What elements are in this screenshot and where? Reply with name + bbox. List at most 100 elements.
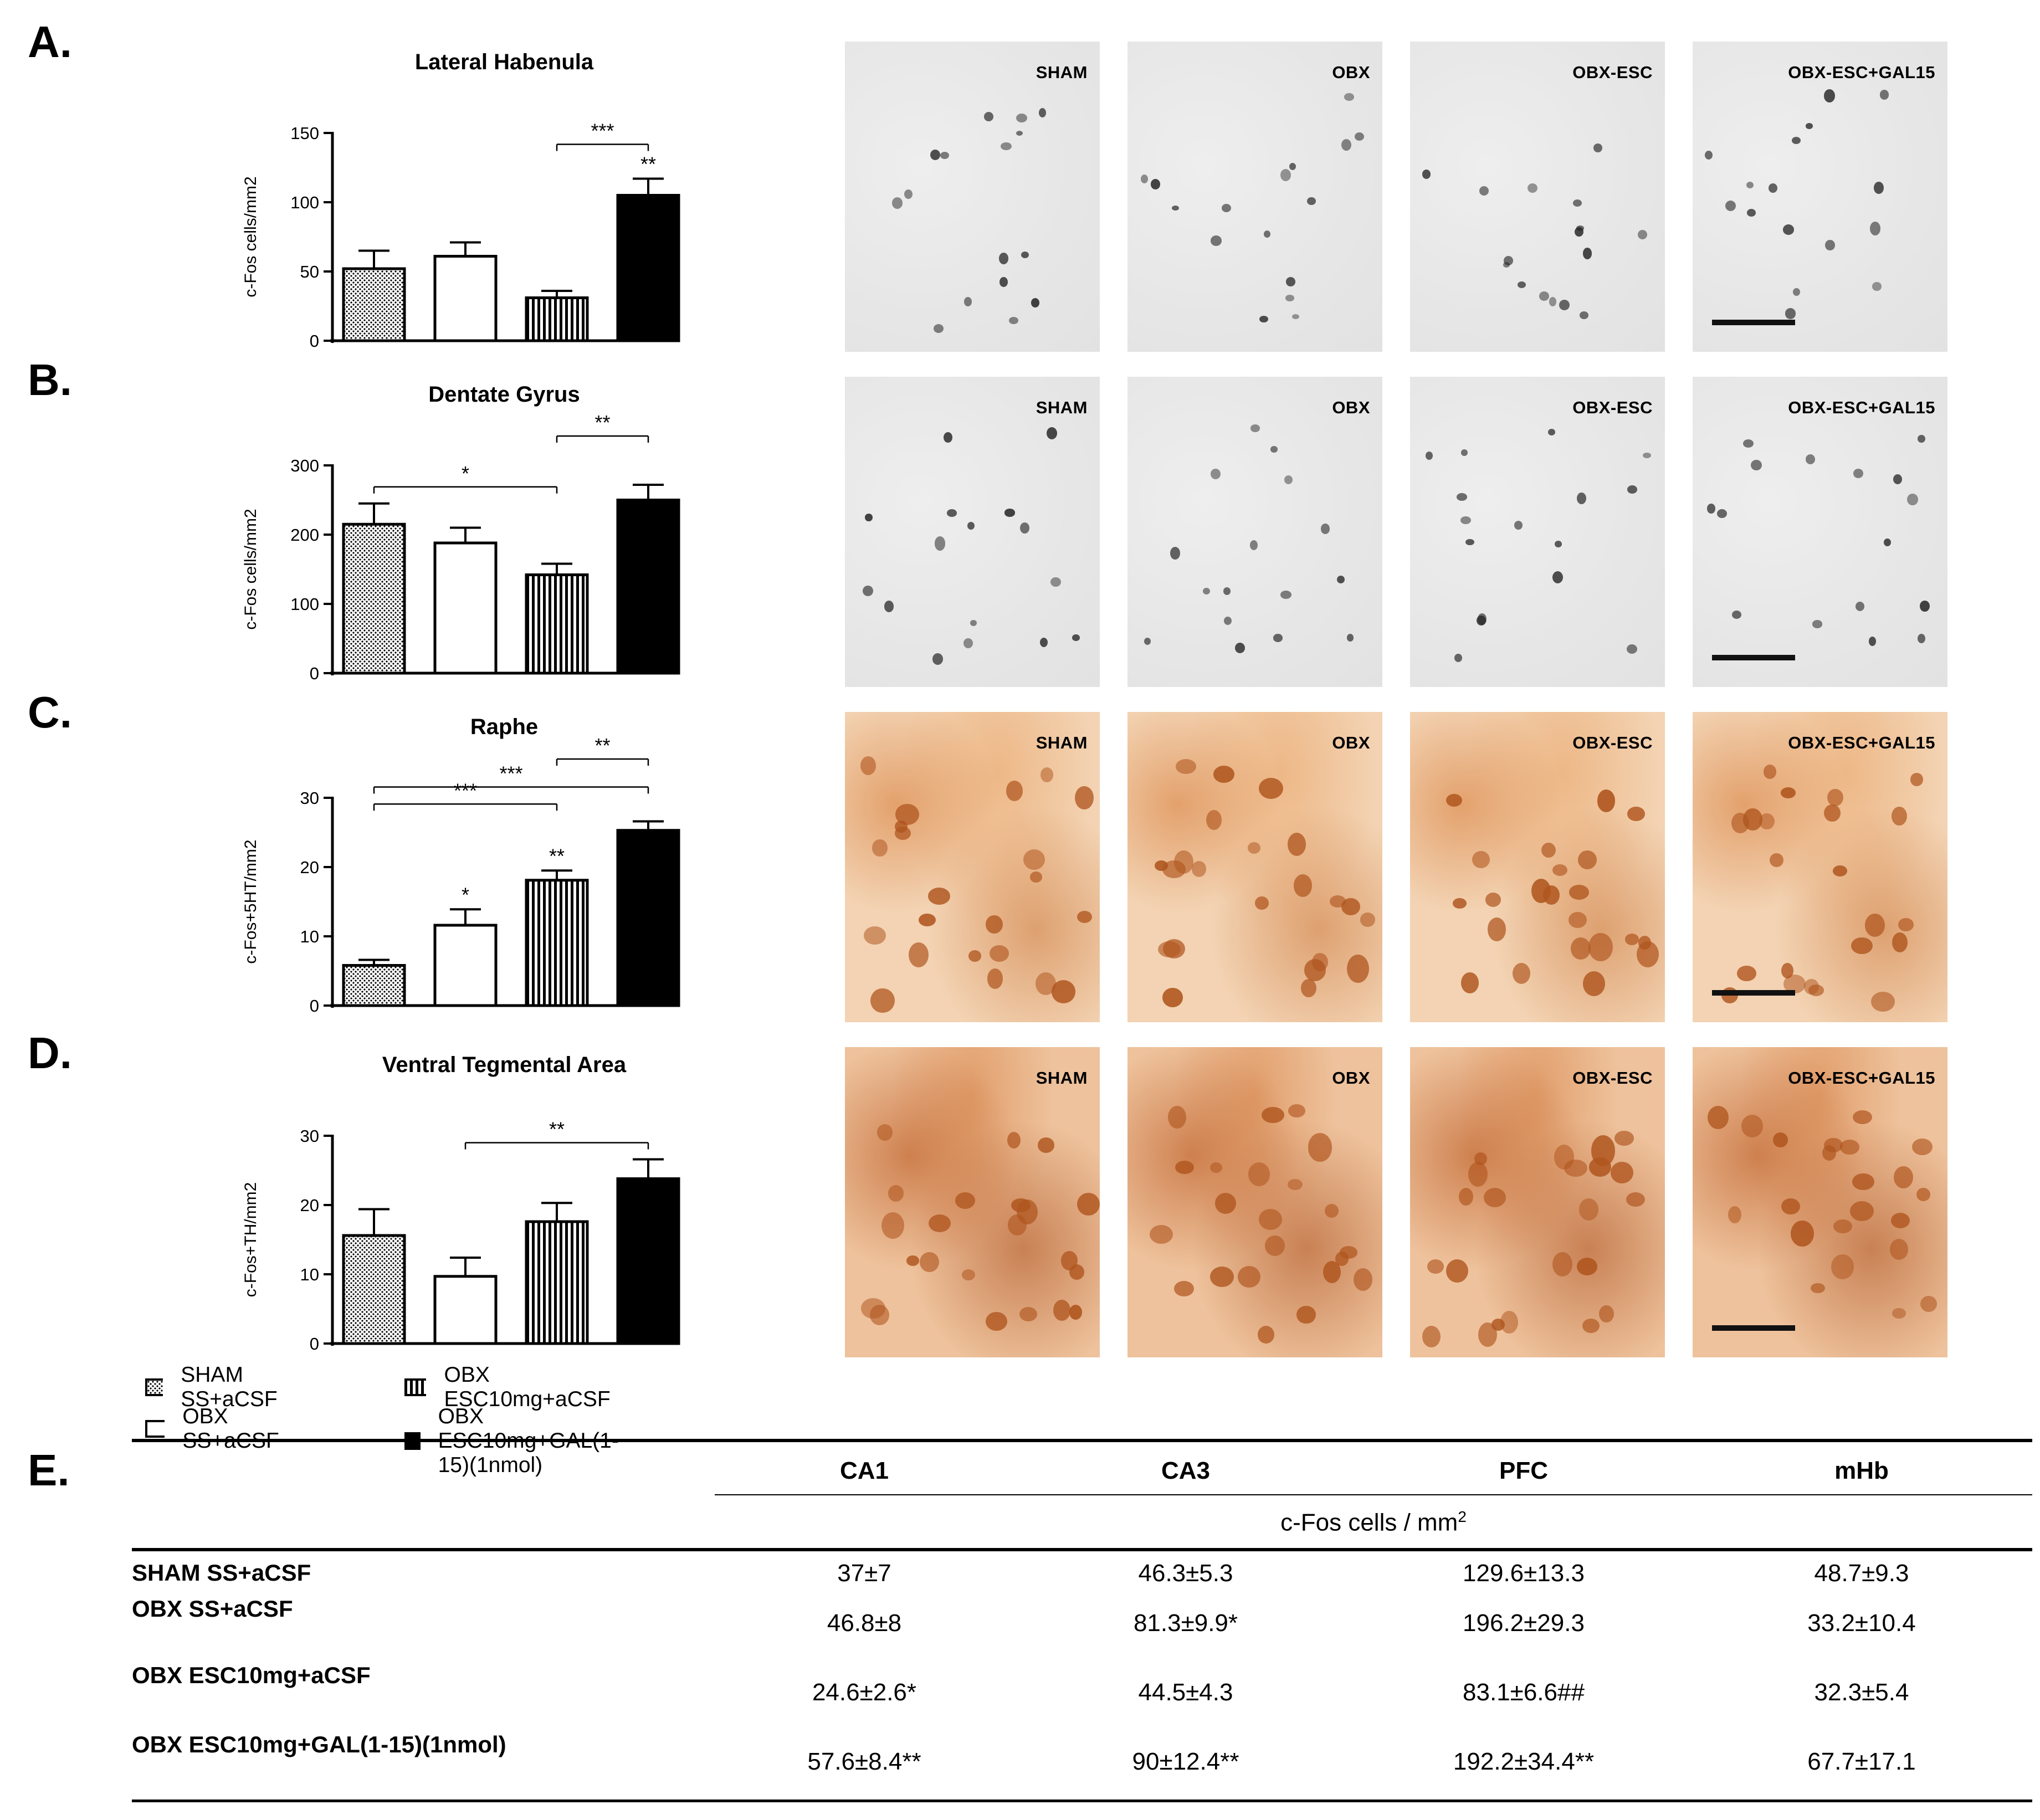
stained-cell (904, 189, 913, 199)
stained-cell (1038, 108, 1046, 118)
stained-cell (930, 149, 940, 160)
stained-cell (1273, 634, 1283, 642)
y-tick-label: 0 (310, 1334, 319, 1354)
stained-cell (1578, 1198, 1599, 1221)
stained-cell (1575, 227, 1583, 237)
stained-cell (1825, 240, 1835, 250)
bracket-label: ** (549, 1118, 565, 1141)
stained-cell (1528, 183, 1538, 193)
stained-cell (1770, 853, 1784, 868)
stained-cell (1869, 636, 1877, 646)
bar (616, 499, 680, 675)
stained-cell (1341, 139, 1352, 151)
stained-cell (1446, 1259, 1469, 1283)
stained-cell (1874, 181, 1884, 194)
y-tick-label: 300 (290, 456, 319, 475)
stained-cell (1717, 509, 1727, 518)
stained-cell (1597, 789, 1616, 812)
stained-cell (888, 1185, 904, 1202)
stained-cell (1336, 575, 1345, 584)
stained-cell (909, 942, 929, 967)
stained-cell (1627, 807, 1645, 821)
stained-cell (1570, 937, 1591, 960)
stained-cell (1038, 1137, 1055, 1153)
stained-cell (1325, 1204, 1339, 1218)
micrograph-label: OBX (1332, 1068, 1370, 1088)
bar (433, 924, 498, 1007)
scale-bar (1712, 1325, 1795, 1331)
stained-cell (1213, 766, 1235, 783)
stained-cell (1458, 1187, 1473, 1206)
stained-cell (1072, 634, 1080, 641)
bar (342, 522, 406, 675)
table-cell: 48.7±9.3 (1814, 1560, 1909, 1587)
stained-cell (1296, 1305, 1316, 1324)
stained-cell (1300, 978, 1317, 998)
stained-cell (1832, 865, 1848, 876)
stained-cell (1552, 1252, 1572, 1276)
micrograph-4-3: OBX-ESC (1410, 1047, 1665, 1357)
stained-cell (1731, 610, 1741, 619)
stained-cell (1853, 1110, 1872, 1125)
micrograph-label: OBX-ESC (1572, 63, 1653, 82)
stained-cell (1460, 449, 1468, 457)
micrograph-1-3: OBX-ESC (1410, 42, 1665, 352)
stained-cell (1764, 765, 1777, 779)
table-units-text: c-Fos cells / mm (1280, 1509, 1458, 1536)
stained-cell (932, 653, 943, 665)
stained-cell (1021, 251, 1029, 258)
stained-cell (1307, 197, 1316, 206)
stained-cell (1167, 1106, 1186, 1129)
stained-cell (1569, 885, 1590, 900)
stained-cell (1582, 971, 1606, 997)
bar (616, 829, 680, 1007)
stained-cell (1840, 1140, 1860, 1155)
stained-cell (1824, 804, 1841, 822)
stained-cell (1541, 843, 1556, 858)
stained-cell (1288, 833, 1306, 857)
table-cell: 37±7 (837, 1560, 891, 1587)
stained-cell (877, 1124, 893, 1141)
stained-cell (864, 514, 873, 521)
micrograph-label: OBX (1332, 733, 1370, 752)
stained-cell (1460, 516, 1471, 525)
stained-cell (1468, 1162, 1488, 1187)
stained-cell (1069, 1264, 1084, 1280)
stained-cell (1248, 842, 1261, 854)
stained-cell (1077, 1193, 1100, 1216)
stained-cell (1883, 538, 1892, 547)
stained-cell (1917, 634, 1925, 644)
y-tick-label: 10 (300, 1265, 319, 1284)
stained-cell (967, 522, 975, 530)
table-cell: 192.2±34.4** (1453, 1748, 1595, 1775)
stained-cell (1191, 860, 1207, 877)
table-col-pfc: PFC (1499, 1457, 1548, 1484)
stained-cell (1454, 653, 1463, 663)
stained-cell (1920, 600, 1930, 612)
stained-cell (920, 1252, 939, 1273)
panel-letter-a: A. (28, 17, 72, 66)
micrograph-label: SHAM (1036, 398, 1088, 417)
stained-cell (1223, 587, 1231, 595)
stained-cell (1011, 1198, 1031, 1213)
chart-title: Raphe (470, 715, 538, 739)
table-cell: 83.1±6.6## (1463, 1679, 1585, 1706)
stained-cell (1355, 132, 1365, 141)
stained-cell (1476, 615, 1486, 626)
stained-cell (1898, 917, 1914, 932)
stained-cell (1920, 1296, 1938, 1313)
stained-cell (1542, 885, 1560, 905)
stained-cell (1287, 1178, 1303, 1190)
stained-cell (1485, 893, 1501, 907)
stained-cell (860, 756, 876, 775)
table-cell: 46.8±8 (827, 1609, 902, 1637)
stained-cell (987, 968, 1003, 990)
stained-cell (1234, 643, 1245, 653)
stained-cell (1472, 851, 1490, 869)
stained-cell (1853, 469, 1864, 479)
stained-cell (1006, 781, 1023, 801)
bar (525, 296, 589, 342)
stained-cell (928, 1214, 951, 1232)
micrograph-label: OBX-ESC (1572, 1068, 1653, 1088)
bar (342, 267, 406, 342)
